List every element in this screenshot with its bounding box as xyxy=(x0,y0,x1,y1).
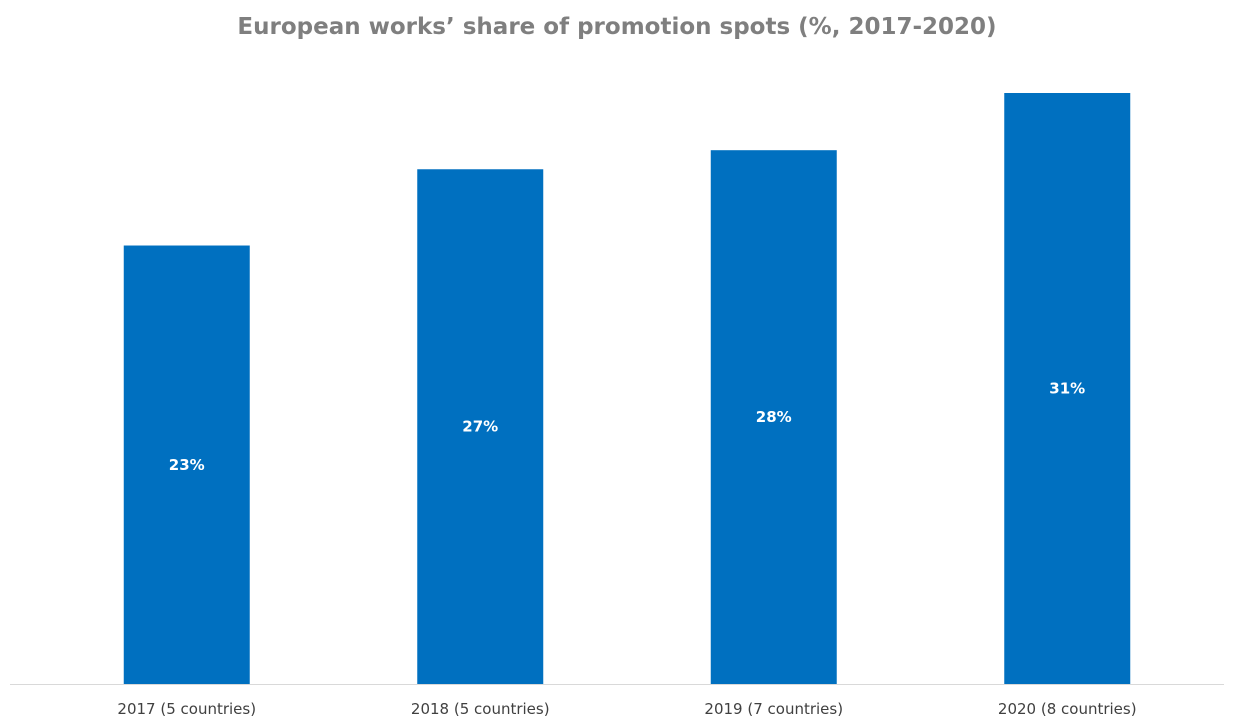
x-tick-label-1: 2018 (5 countries) xyxy=(411,700,550,718)
chart-title: European works’ share of promotion spots… xyxy=(237,14,997,40)
x-tick-label-0: 2017 (5 countries) xyxy=(117,700,256,718)
bar-1 xyxy=(417,169,544,685)
data-label-0: 23% xyxy=(169,456,205,474)
bar-2 xyxy=(710,150,837,684)
bars-layer: 23% 27% 28% 31% xyxy=(123,93,1131,685)
data-label-2: 28% xyxy=(756,408,792,426)
x-tick-label-2: 2019 (7 countries) xyxy=(704,700,843,718)
data-label-3: 31% xyxy=(1049,380,1085,398)
tick-labels-layer: 2017 (5 countries) 2018 (5 countries) 2019… xyxy=(117,700,1136,718)
bar-3 xyxy=(1004,93,1131,684)
data-label-1: 27% xyxy=(462,418,498,436)
x-tick-label-3: 2020 (8 countries) xyxy=(998,700,1137,718)
bar-0 xyxy=(123,245,250,685)
